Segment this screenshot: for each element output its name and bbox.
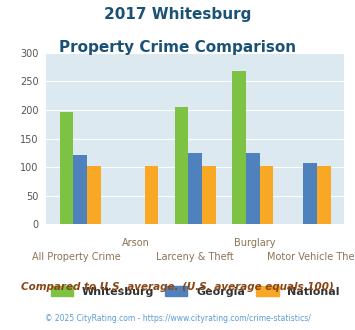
Text: Larceny & Theft: Larceny & Theft <box>156 252 234 262</box>
Text: Compared to U.S. average. (U.S. average equals 100): Compared to U.S. average. (U.S. average … <box>21 282 334 292</box>
Bar <box>175 107 189 224</box>
Bar <box>60 112 73 224</box>
Bar <box>317 166 331 224</box>
Text: Burglary: Burglary <box>234 238 275 248</box>
Text: All Property Crime: All Property Crime <box>32 252 120 262</box>
Text: Property Crime Comparison: Property Crime Comparison <box>59 40 296 54</box>
Text: © 2025 CityRating.com - https://www.cityrating.com/crime-statistics/: © 2025 CityRating.com - https://www.city… <box>45 314 310 323</box>
Text: 2017 Whitesburg: 2017 Whitesburg <box>104 7 251 21</box>
Bar <box>232 71 246 224</box>
Bar <box>87 166 101 224</box>
Bar <box>145 166 158 224</box>
Bar <box>189 153 202 224</box>
Text: Motor Vehicle Theft: Motor Vehicle Theft <box>267 252 355 262</box>
Legend: Whitesburg, Georgia, National: Whitesburg, Georgia, National <box>46 281 344 301</box>
Bar <box>202 166 216 224</box>
Text: Arson: Arson <box>122 238 149 248</box>
Bar <box>260 166 273 224</box>
Bar <box>73 155 87 224</box>
Bar <box>303 163 317 224</box>
Bar <box>246 153 260 224</box>
